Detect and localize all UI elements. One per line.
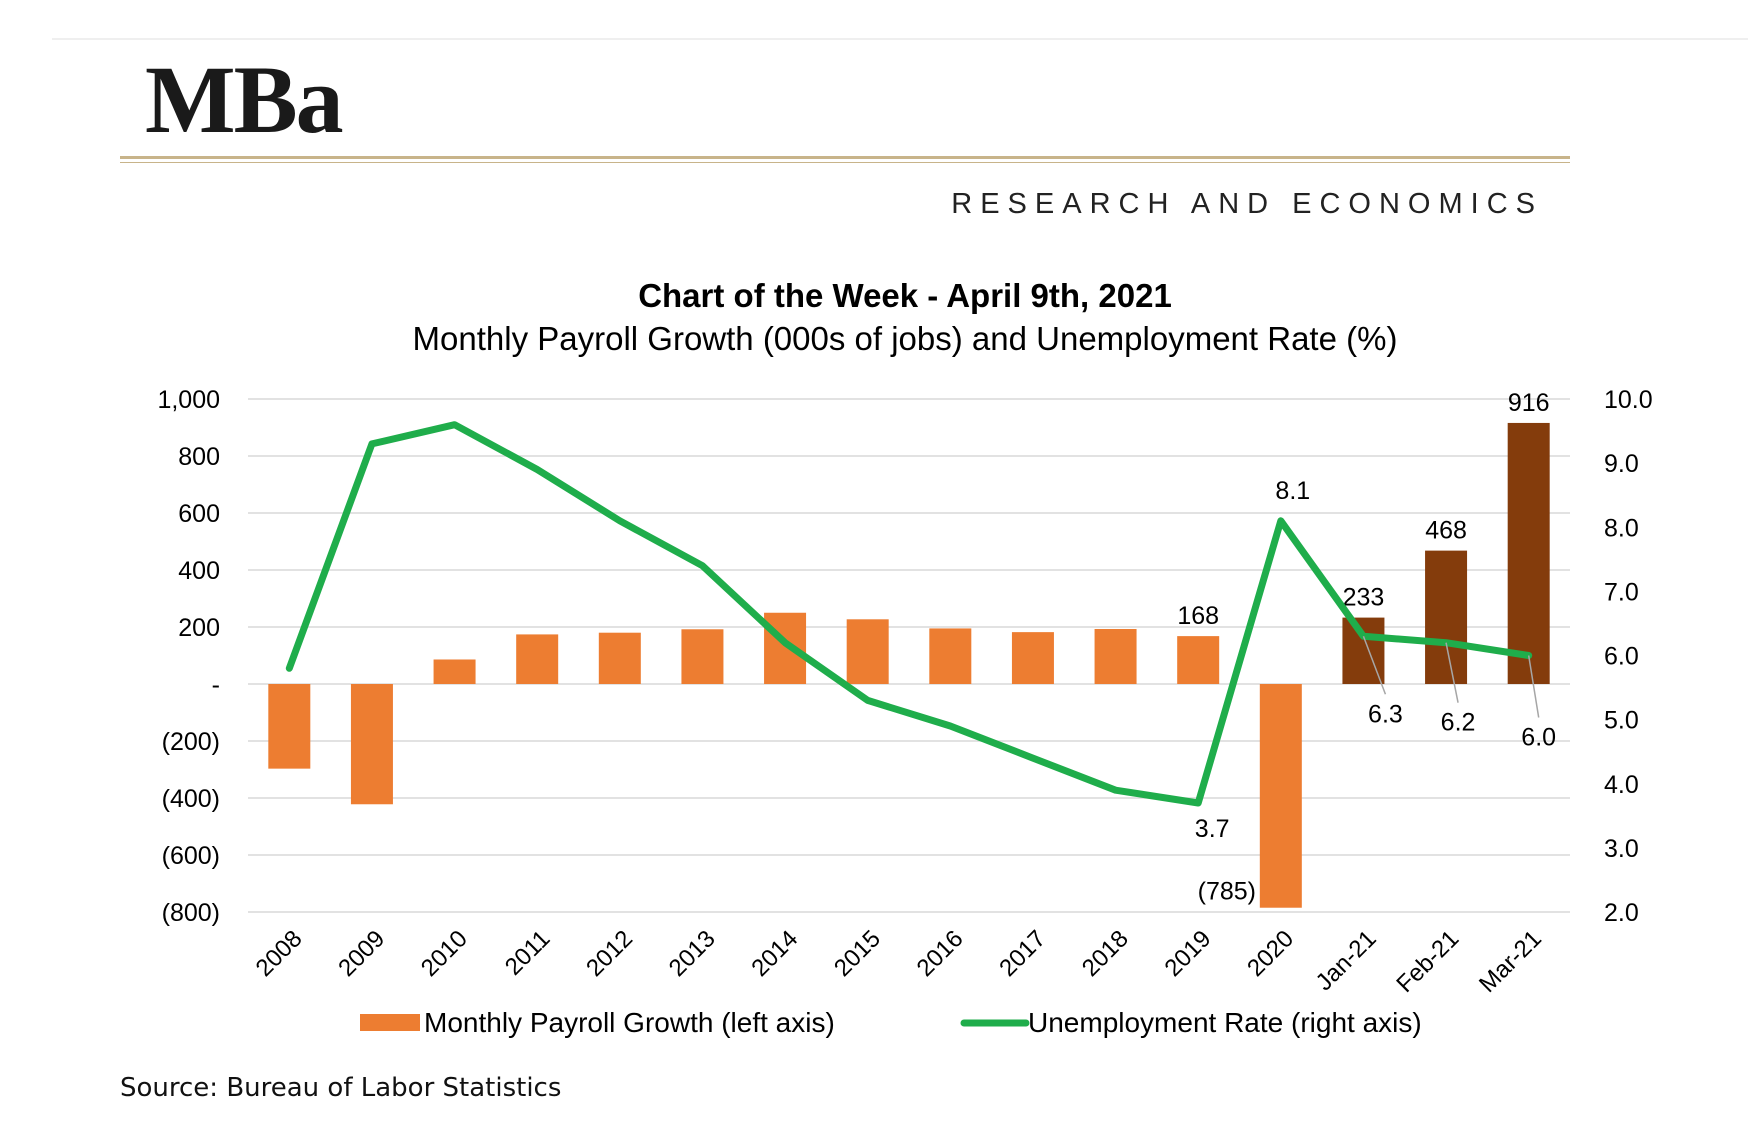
x-tick-label: 2009 (333, 925, 390, 982)
bar (516, 634, 559, 684)
bar (1507, 422, 1550, 684)
brand-rule-bottom (120, 162, 1570, 163)
chart-title: Chart of the Week - April 9th, 2021 (638, 277, 1172, 314)
bar (1425, 550, 1468, 684)
label-leader-line (1445, 642, 1459, 703)
bar-data-label: (785) (1198, 878, 1256, 906)
bar-data-label: 168 (1177, 602, 1219, 630)
bar (598, 632, 641, 684)
bar (1259, 684, 1302, 908)
y-right-tick-label: 9.0 (1604, 450, 1639, 478)
x-tick-label: Jan-21 (1311, 925, 1382, 996)
label-leader-line (1362, 635, 1387, 695)
mba-logo: MBa (145, 46, 344, 153)
x-tick-label: Mar-21 (1474, 925, 1547, 998)
line-data-label: 3.7 (1195, 815, 1230, 843)
y-left-tick-label: (200) (162, 728, 220, 756)
x-tick-label: 2020 (1242, 925, 1299, 982)
x-tick-label: 2010 (416, 925, 473, 982)
line-data-label: 6.2 (1441, 709, 1476, 737)
x-tick-label: 2016 (912, 925, 969, 982)
legend-label-payroll: Monthly Payroll Growth (left axis) (424, 1007, 835, 1038)
line-data-label: 8.1 (1275, 477, 1310, 505)
y-right-tick-label: 10.0 (1604, 386, 1653, 414)
y-right-tick-label: 2.0 (1604, 899, 1639, 927)
y-left-tick-label: - (212, 671, 220, 699)
x-tick-label: 2015 (829, 925, 886, 982)
bar (350, 684, 393, 805)
legend-swatch-payroll (360, 1014, 420, 1031)
x-tick-label: 2013 (664, 925, 721, 982)
chart-subtitle: Monthly Payroll Growth (000s of jobs) an… (412, 320, 1398, 357)
unemployment-line (285, 421, 1533, 807)
x-tick-label: 2017 (994, 925, 1051, 982)
line-data-label: 6.0 (1521, 724, 1556, 752)
legend-label-unemployment: Unemployment Rate (right axis) (1028, 1007, 1422, 1038)
y-left-tick-label: 400 (178, 557, 220, 585)
bar-data-label: 916 (1508, 389, 1550, 417)
y-left-tick-label: 1,000 (157, 386, 220, 414)
bar (764, 612, 807, 684)
y-right-tick-label: 7.0 (1604, 578, 1639, 606)
bar (929, 628, 972, 684)
bar-data-label: 233 (1343, 584, 1385, 612)
x-tick-label: Feb-21 (1391, 925, 1464, 998)
bar (433, 659, 476, 684)
tagline: RESEARCH AND ECONOMICS (951, 188, 1543, 220)
y-left-tick-label: 600 (178, 500, 220, 528)
y-right-tick-label: 4.0 (1604, 771, 1639, 799)
label-leader-line (1527, 655, 1540, 718)
bar (1094, 628, 1137, 684)
top-divider (52, 38, 1748, 40)
brand-rule-top (120, 156, 1570, 159)
y-left-tick-label: 800 (178, 443, 220, 471)
x-tick-label: 2012 (581, 925, 638, 982)
bar (1011, 632, 1054, 684)
x-tick-label: 2011 (500, 925, 556, 981)
x-tick-label: 2008 (251, 925, 308, 982)
bar (681, 629, 724, 684)
y-left-tick-label: 200 (178, 614, 220, 642)
y-right-tick-label: 6.0 (1604, 643, 1639, 671)
y-right-tick-label: 3.0 (1604, 835, 1639, 863)
source-note: Source: Bureau of Labor Statistics (120, 1073, 562, 1103)
y-left-tick-label: (800) (162, 899, 220, 927)
y-left-tick-label: (400) (162, 785, 220, 813)
y-right-tick-label: 8.0 (1604, 514, 1639, 542)
line-data-label: 6.3 (1368, 700, 1403, 728)
bar (846, 619, 889, 684)
bar-data-label: 468 (1425, 517, 1467, 545)
y-right-tick-label: 5.0 (1604, 707, 1639, 735)
y-left-tick-label: (600) (162, 842, 220, 870)
x-tick-label: 2014 (746, 925, 803, 982)
x-tick-label: 2018 (1077, 925, 1134, 982)
bar (1177, 636, 1220, 684)
bar (268, 684, 311, 769)
x-tick-label: 2019 (1160, 925, 1217, 982)
